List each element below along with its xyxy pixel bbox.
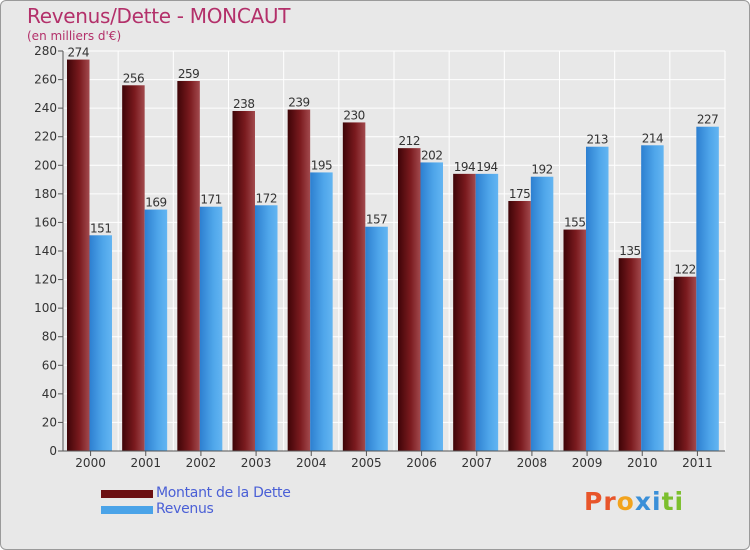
- bar-dette: [342, 122, 366, 451]
- data-label-dette: 135: [619, 244, 640, 258]
- data-label-revenus: 214: [642, 131, 663, 145]
- bar-dette: [508, 201, 531, 451]
- chart-subtitle: (en milliers d'€): [27, 29, 122, 43]
- data-label-revenus: 169: [145, 196, 166, 210]
- x-axis: 2000 2001 2002 2003 2004 2005 2006 2007 2008 2009…: [63, 450, 725, 470]
- data-label-dette: 239: [288, 96, 309, 110]
- y-tick-label: 80: [42, 330, 57, 344]
- bar-revenus: [199, 206, 223, 451]
- logo-letter: r: [603, 487, 617, 516]
- data-label-revenus: 227: [697, 113, 718, 127]
- bar-revenus: [475, 173, 499, 451]
- x-tick-label: 2008: [517, 456, 548, 470]
- bar-revenus: [696, 126, 719, 451]
- bar-revenus: [530, 176, 554, 451]
- data-label-dette: 256: [123, 71, 144, 85]
- y-tick-label: 120: [34, 273, 57, 287]
- data-label-dette: 122: [674, 263, 695, 277]
- data-label-dette: 212: [399, 134, 420, 148]
- logo-letter: i: [652, 487, 662, 516]
- y-tick-label: 60: [42, 358, 57, 372]
- data-label-revenus: 195: [311, 158, 332, 172]
- data-label-revenus: 171: [200, 193, 221, 207]
- y-tick-label: 240: [34, 101, 57, 115]
- data-label-revenus: 213: [587, 133, 608, 147]
- bar-dette: [453, 173, 476, 451]
- x-tick-label: 2000: [75, 456, 106, 470]
- y-tick-label: 220: [34, 130, 57, 144]
- data-label-dette: 175: [509, 187, 530, 201]
- y-tick-label: 260: [34, 73, 57, 87]
- data-label-revenus: 202: [421, 148, 442, 162]
- bar-revenus: [310, 172, 333, 451]
- logo-letter: x: [634, 487, 652, 516]
- y-tick-label: 200: [34, 158, 57, 172]
- logo-letter: t: [661, 487, 675, 516]
- bar-revenus: [420, 162, 443, 451]
- bar-revenus: [641, 145, 664, 452]
- data-label-dette: 259: [178, 67, 199, 81]
- bar-revenus: [586, 146, 609, 451]
- bar-dette: [398, 148, 421, 451]
- legend-label-dette: Montant de la Dette: [156, 485, 291, 501]
- y-tick-label: 40: [42, 387, 57, 401]
- data-label-revenus: 172: [256, 191, 277, 205]
- data-label-dette: 274: [68, 46, 89, 60]
- data-label-dette: 155: [564, 216, 585, 230]
- bar-dette: [673, 276, 697, 451]
- bar-dette: [232, 111, 255, 451]
- logo-letter: i: [674, 487, 685, 516]
- data-labels: 2741512561692591712381722391952301572122…: [68, 46, 719, 277]
- legend-swatch-revenus: [101, 506, 153, 514]
- legend-swatch-dette: [101, 490, 153, 498]
- x-tick-label: 2011: [682, 456, 713, 470]
- x-tick-label: 2004: [296, 456, 327, 470]
- data-label-revenus: 151: [90, 221, 111, 235]
- y-axis: 0 20 40 60 80 100 120 140 160 180 200 220 240 260 280: [34, 44, 64, 458]
- logo-letter: o: [616, 487, 635, 516]
- y-tick-label: 140: [34, 244, 57, 258]
- x-tick-label: 2005: [351, 456, 382, 470]
- chart-title: Revenus/Dette - MONCAUT: [27, 4, 291, 28]
- bar-revenus: [89, 235, 112, 451]
- x-tick-label: 2007: [461, 456, 492, 470]
- bar-revenus: [365, 226, 388, 451]
- x-tick-label: 2003: [241, 456, 272, 470]
- data-label-dette: 238: [233, 97, 254, 111]
- data-label-dette: 194: [454, 160, 475, 174]
- x-tick-label: 2006: [406, 456, 437, 470]
- x-tick-label: 2001: [130, 456, 161, 470]
- gridlines: [62, 50, 726, 452]
- proxiti-logo: Proxiti: [584, 487, 684, 516]
- data-label-dette: 230: [343, 108, 364, 122]
- bar-dette: [177, 81, 200, 451]
- x-tick-label: 2010: [627, 456, 658, 470]
- data-label-revenus: 157: [366, 213, 387, 227]
- y-tick-label: 20: [42, 415, 57, 429]
- y-tick-label: 160: [34, 215, 57, 229]
- data-label-revenus: 194: [476, 160, 497, 174]
- bars: [67, 59, 719, 452]
- y-tick-label: 280: [34, 44, 57, 58]
- bar-revenus: [255, 205, 278, 451]
- x-tick-label: 2002: [186, 456, 217, 470]
- bar-revenus: [144, 209, 168, 451]
- y-tick-label: 180: [34, 187, 57, 201]
- bar-dette: [563, 229, 586, 451]
- y-tick-label: 100: [34, 301, 57, 315]
- logo-letter: P: [584, 487, 604, 516]
- legend-label-revenus: Revenus: [156, 501, 214, 517]
- bar-dette: [67, 59, 90, 451]
- data-label-revenus: 192: [531, 163, 552, 177]
- y-tick-label: 0: [49, 444, 57, 458]
- bar-dette: [287, 109, 311, 452]
- x-tick-label: 2009: [572, 456, 603, 470]
- bar-dette: [122, 85, 145, 452]
- bar-dette: [618, 258, 642, 451]
